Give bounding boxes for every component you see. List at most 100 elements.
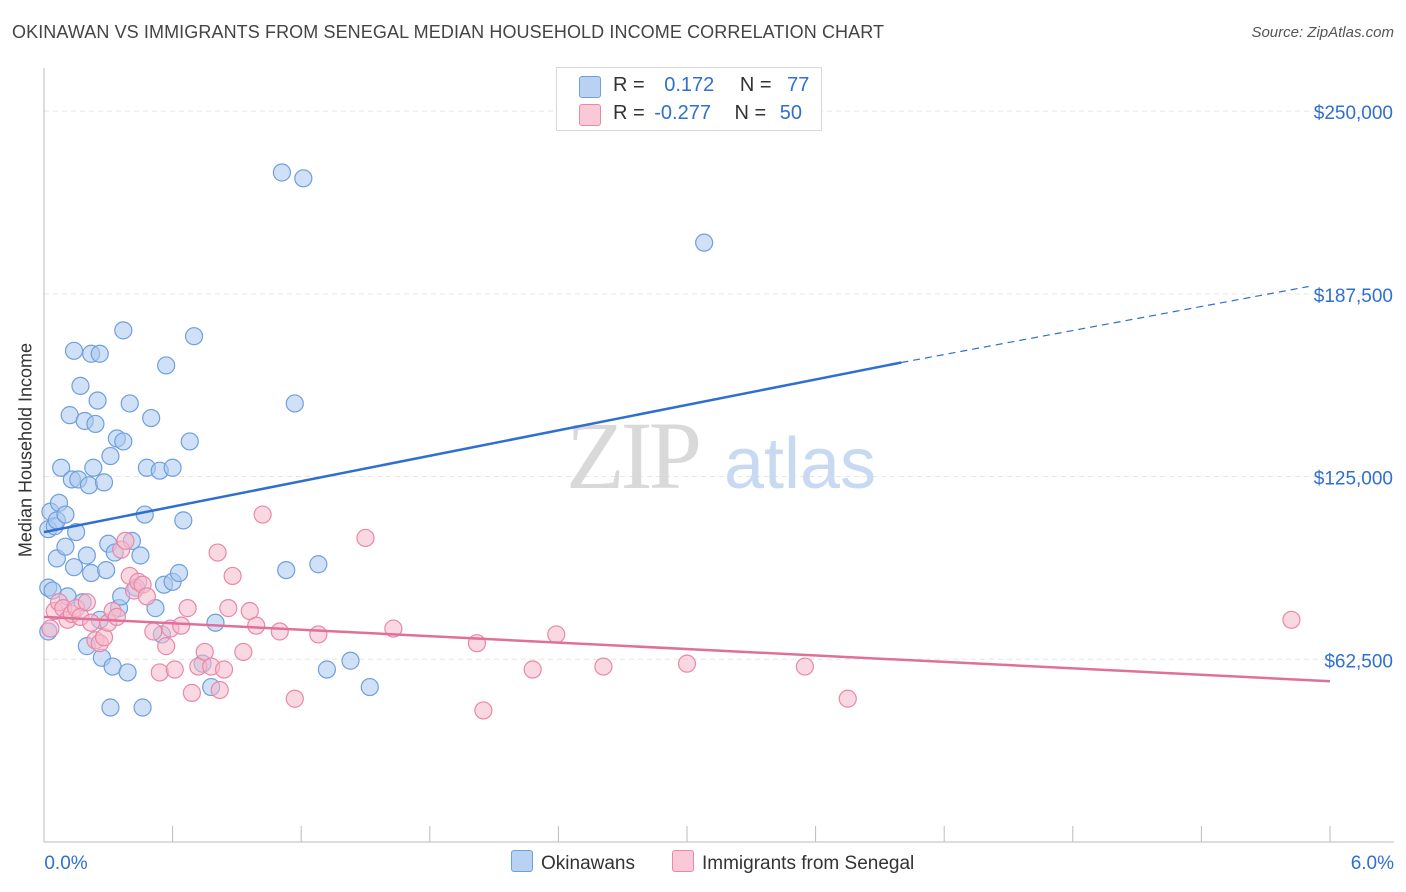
senegal-point — [547, 625, 566, 644]
tick-label-layer: $62,500 $125,000 $187,500 $250,000 0.0% 6.0% — [44, 103, 1394, 874]
senegal-point — [356, 528, 375, 548]
watermark-zip: ZIP — [566, 402, 699, 509]
watermark-atlas: atlas — [724, 424, 876, 504]
bottom-legend-label: Immigrants from Senegal — [702, 853, 915, 874]
legend-r-label: R = — [613, 74, 645, 96]
senegal-point — [253, 505, 272, 524]
okinawan-point — [272, 163, 292, 182]
senegal-point — [247, 616, 266, 635]
okinawan-point — [184, 327, 204, 346]
senegal-point — [285, 689, 304, 708]
senegal-point — [384, 619, 403, 638]
chart-title: OKINAWAN VS IMMIGRANTS FROM SENEGAL MEDI… — [12, 22, 885, 42]
senegal-point — [309, 625, 328, 644]
y-tick-label: $187,500 — [1314, 286, 1393, 307]
okinawan-point — [163, 458, 182, 477]
okinawan-point — [101, 698, 120, 717]
okinawan-point — [695, 233, 714, 252]
y-tick-label: $250,000 — [1314, 103, 1393, 124]
legend-swatch-blue — [579, 76, 601, 98]
senegal-point — [795, 657, 814, 676]
okinawan-point — [142, 408, 161, 428]
legend-n-value: 77 — [787, 74, 810, 96]
senegal-point — [594, 657, 613, 676]
legend-r-label: R = — [613, 102, 645, 124]
y-tick-label: $62,500 — [1324, 651, 1393, 672]
okinawan-point — [90, 344, 109, 363]
okinawan-point — [101, 446, 120, 466]
grid-layer — [44, 110, 1394, 660]
okinawan-point — [133, 698, 152, 717]
senegal-point — [474, 701, 493, 720]
senegal-point — [270, 622, 289, 641]
senegal-point — [116, 531, 135, 550]
trend-layer — [43, 285, 1331, 683]
legend-n-label: N = — [734, 102, 767, 124]
senegal-point — [210, 680, 229, 700]
okinawan-point — [88, 391, 107, 410]
okinawan-point — [157, 356, 176, 375]
senegal-point — [219, 599, 238, 618]
points-layer — [39, 163, 1301, 720]
y-axis-title: Median Household Income — [15, 342, 36, 558]
senegal-point — [182, 683, 201, 702]
okinawan-point — [341, 651, 360, 670]
senegal-trendline — [43, 615, 1331, 683]
okinawan-point — [97, 560, 116, 580]
senegal-point — [178, 599, 197, 618]
okinawan-point — [52, 458, 71, 477]
okinawan-point — [118, 663, 137, 682]
okinawan-point — [56, 537, 75, 556]
okinawan-point — [169, 563, 189, 583]
senegal-point — [208, 543, 227, 562]
okinawan-point — [206, 613, 225, 632]
watermark: ZIP atlas — [566, 402, 876, 509]
okinawan-point — [294, 169, 313, 188]
source-label: Source: ZipAtlas.com — [1251, 24, 1394, 41]
okinawan-point — [309, 555, 328, 574]
senegal-point — [1282, 610, 1301, 629]
senegal-point — [82, 613, 101, 632]
okinawan-point — [94, 473, 114, 492]
okinawan-trendline-extension — [901, 285, 1309, 364]
okinawan-point — [56, 505, 75, 524]
legend-n-label: N = — [739, 74, 772, 96]
okinawan-point — [82, 563, 101, 583]
senegal-point — [77, 593, 96, 612]
y-tick-label: $125,000 — [1314, 469, 1393, 490]
okinawan-point — [64, 341, 84, 360]
legend-r-value: 0.172 — [664, 74, 715, 96]
x-tick-label-min: 0.0% — [44, 853, 87, 874]
okinawan-point — [77, 546, 96, 565]
okinawan-point — [120, 394, 139, 413]
senegal-point — [107, 607, 126, 626]
legend-swatch-pink — [579, 104, 601, 126]
senegal-point — [157, 637, 176, 656]
senegal-point — [137, 587, 156, 606]
legend-r-value: -0.277 — [654, 102, 711, 124]
axis-layer — [43, 68, 1394, 843]
x-tick-label-max: 6.0% — [1351, 853, 1394, 874]
okinawan-point — [131, 546, 150, 565]
senegal-point — [838, 689, 857, 708]
okinawan-point — [79, 476, 99, 495]
okinawan-point — [114, 321, 133, 340]
okinawan-point — [180, 432, 199, 451]
senegal-point — [41, 619, 60, 638]
okinawan-point — [64, 558, 84, 577]
senegal-point — [214, 660, 234, 679]
bottom-legend-swatch-blue — [511, 850, 533, 872]
bottom-legend-okinawans: Okinawans — [511, 850, 635, 875]
y-axis-title-wrap: Median Household Income — [8, 260, 44, 640]
legend-n-value: 50 — [779, 102, 803, 124]
bottom-legend-swatch-pink — [672, 850, 694, 872]
okinawan-trendline — [43, 361, 902, 534]
senegal-point — [172, 616, 191, 635]
okinawan-point — [360, 677, 379, 697]
okinawan-point — [84, 458, 103, 477]
senegal-point — [144, 622, 163, 641]
senegal-point — [234, 642, 253, 662]
okinawan-point — [71, 376, 90, 396]
senegal-point — [677, 654, 697, 673]
